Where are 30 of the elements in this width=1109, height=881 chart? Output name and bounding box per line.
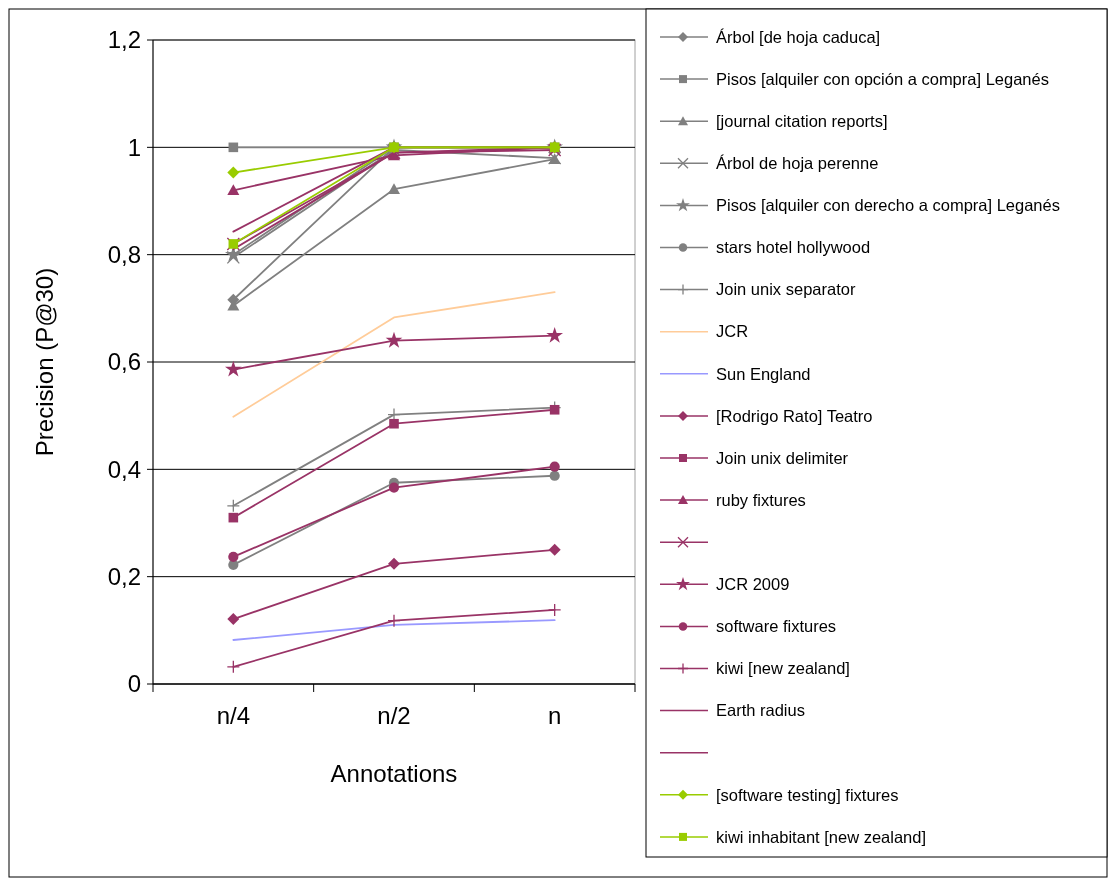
legend-label: JCR 2009 — [716, 575, 790, 594]
legend-label: kiwi [new zealand] — [716, 659, 850, 678]
legend-label: Join unix delimiter — [716, 448, 849, 467]
legend-label: JCR — [716, 322, 749, 341]
y-tick-label: 1 — [127, 133, 141, 161]
y-axis-title: Precision (P@30) — [31, 267, 58, 457]
y-tick-label: 0,8 — [107, 241, 141, 269]
legend-label: [software testing] fixtures — [716, 785, 899, 804]
legend-label: stars hotel hollywood — [716, 238, 871, 257]
legend-label: Join unix separator — [716, 280, 856, 299]
legend-label: software fixtures — [716, 617, 837, 636]
legend-label: Árbol [de hoja caduca] — [716, 27, 881, 46]
legend-label: [Rodrigo Rato] Teatro — [716, 406, 873, 425]
y-tick-label: 1,2 — [107, 26, 141, 54]
x-axis-title: Annotations — [330, 760, 458, 787]
legend-label: ruby fixtures — [716, 490, 806, 509]
legend-label: Earth radius — [716, 701, 805, 720]
legend-label: [journal citation reports] — [716, 111, 888, 130]
y-tick-label: 0 — [127, 670, 141, 698]
y-tick-label: 0,2 — [107, 563, 141, 591]
y-tick-label: 0,4 — [107, 455, 141, 483]
legend-label: Pisos [alquiler con opción a compra] Leganés — [716, 69, 1049, 88]
legend-label: Árbol de hoja perenne — [716, 154, 879, 173]
legend-label: Sun England — [716, 364, 811, 383]
x-tick-label: n/4 — [216, 702, 251, 729]
x-tick-label: n/2 — [377, 702, 411, 729]
legend-label: kiwi inhabitant [new zealand] — [716, 827, 927, 846]
legend-label: Pisos [alquiler con derecho a compra] Leganés — [716, 196, 1060, 215]
x-tick-label: n — [547, 702, 562, 729]
y-tick-label: 0,6 — [107, 348, 141, 376]
